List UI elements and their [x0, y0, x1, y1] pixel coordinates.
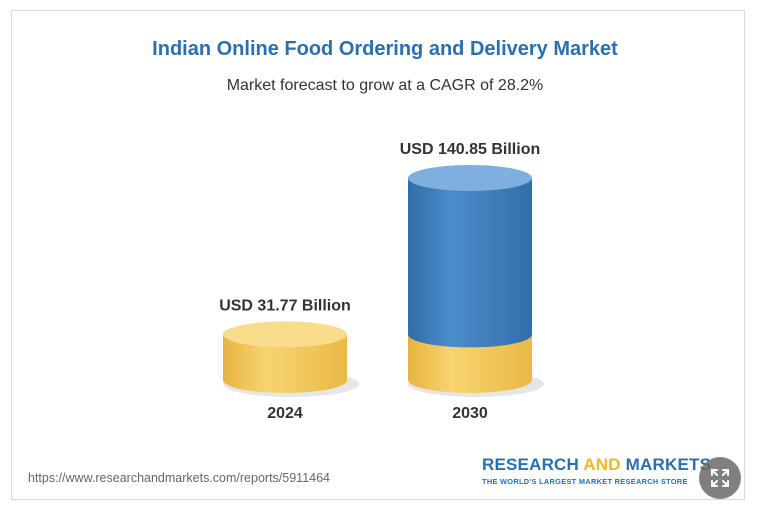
chart-subtitle: Market forecast to grow at a CAGR of 28.… — [226, 77, 544, 94]
data-label: USD 31.77 Billion — [219, 297, 351, 314]
bar-base-segment — [223, 334, 347, 393]
chart-title: Indian Online Food Ordering and Delivery… — [152, 38, 618, 60]
data-label: USD 140.85 Billion — [400, 141, 541, 158]
category-label: 2030 — [452, 405, 488, 422]
category-label: 2024 — [267, 405, 303, 422]
bar-top — [408, 165, 532, 191]
bar-2024 — [223, 321, 359, 397]
source-url[interactable]: https://www.researchandmarkets.com/repor… — [28, 471, 330, 485]
bar-top — [223, 321, 347, 348]
research-and-markets-logo: RESEARCH AND MARKETS THE WORLD'S LARGEST… — [482, 455, 712, 486]
chart-card — [11, 10, 745, 500]
expand-button[interactable] — [699, 457, 741, 499]
bar-base-segment — [408, 334, 532, 393]
bar-2030 — [408, 165, 544, 397]
expand-arrows-icon — [711, 469, 729, 487]
bar-growth-segment — [408, 178, 532, 348]
